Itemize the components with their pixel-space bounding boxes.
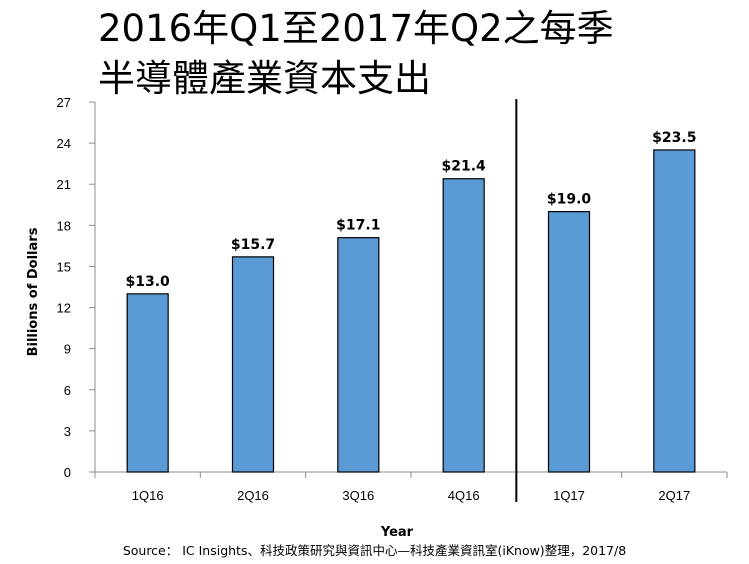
y-tick-label: 9	[64, 342, 71, 357]
y-axis: 0 3 6 9 12 15 18 21 24 27	[57, 95, 96, 480]
chart-title-line-2: 半導體產業資本支出	[98, 57, 431, 100]
data-label: $23.5	[652, 130, 696, 146]
y-tick-label: 27	[57, 95, 71, 110]
x-tick-label: 1Q16	[132, 488, 164, 503]
data-label: $19.0	[547, 192, 592, 208]
value-labels: $13.0 $15.7 $17.1 $21.4 $19.0 $23.5	[126, 130, 697, 290]
bar	[442, 178, 485, 473]
chart-title-line-1: 2016年Q1至2017年Q2之每季	[98, 7, 614, 50]
data-label: $13.0	[126, 274, 171, 290]
y-tick-label: 15	[57, 259, 71, 274]
bar	[231, 256, 275, 473]
y-tick-label: 21	[57, 177, 71, 192]
x-tick-label: 2Q17	[658, 488, 690, 503]
bar	[337, 237, 380, 473]
x-tick-label: 2Q16	[237, 488, 269, 503]
data-label: $21.4	[442, 159, 487, 175]
chart-title: 2016年Q1至2017年Q2之每季 半導體產業資本支出	[98, 4, 614, 104]
source-note: Source： IC Insights、科技政策研究與資訊中心—科技產業資訊室(…	[122, 543, 627, 558]
y-tick-label: 12	[57, 301, 71, 316]
y-tick-label: 24	[57, 136, 71, 151]
bar	[126, 293, 169, 473]
y-tick-label: 6	[64, 383, 71, 398]
x-tick-label: 3Q16	[342, 488, 374, 503]
bar	[547, 211, 591, 473]
y-tick-label: 18	[57, 218, 71, 233]
x-tick-label: 1Q17	[553, 488, 585, 503]
y-tick-label: 0	[64, 465, 71, 480]
bar	[653, 149, 696, 473]
data-label: $17.1	[336, 218, 380, 234]
data-label: $15.7	[231, 237, 275, 253]
x-axis-title: Year	[380, 525, 414, 540]
x-axis: 1Q16 2Q16 3Q16 4Q16 1Q17 2Q17	[94, 471, 728, 503]
x-tick-label: 4Q16	[448, 488, 480, 503]
y-axis-title: Billions of Dollars	[26, 227, 41, 356]
y-tick-label: 3	[64, 424, 71, 439]
bar-chart: 0 3 6 9 12 15 18 21 24 27 1Q16 2Q16 3Q16 4Q16 1Q17 2Q1…	[26, 95, 728, 540]
bars	[126, 149, 696, 473]
